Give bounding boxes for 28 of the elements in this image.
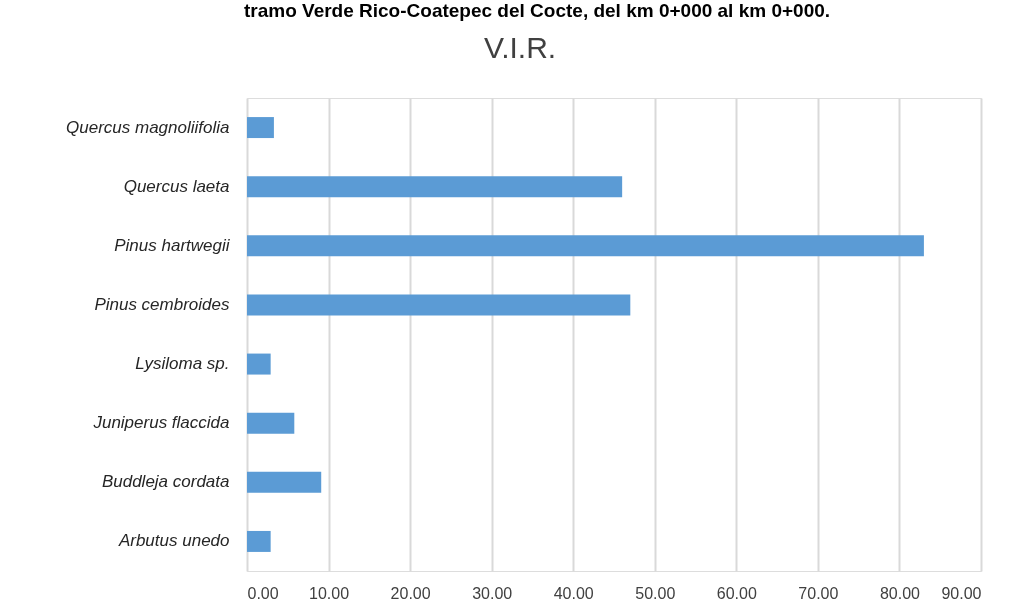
x-tick-label: 60.00 <box>716 584 757 602</box>
y-tick-label: Arbutus unedo <box>117 531 230 551</box>
text: tramo Verde Rico-Coatepec del Cocte, del km 0+000 al km 0+000. <box>243 0 831 21</box>
y-tick-label: Buddleja cordata <box>101 472 230 492</box>
bar <box>247 117 274 139</box>
x-tick-label: 40.00 <box>553 584 594 602</box>
bar <box>247 471 322 493</box>
x-tick-label: 20.00 <box>390 584 431 602</box>
x-tick-label: 80.00 <box>879 584 921 602</box>
x-tick-label: 90.00 <box>941 584 982 602</box>
y-tick-label: Lysiloma sp. <box>135 354 230 374</box>
bar <box>247 235 924 257</box>
bar <box>247 176 623 198</box>
y-tick-label: Quercus laeta <box>123 176 230 196</box>
bar <box>247 353 271 375</box>
x-tick-label: 70.00 <box>798 584 839 602</box>
bar <box>247 294 631 316</box>
bar <box>247 412 295 434</box>
chart-title: V.I.R. <box>483 31 557 64</box>
x-tick-label: 0.00 <box>247 584 279 602</box>
y-tick-label: Pinus hartwegii <box>114 235 231 255</box>
x-tick-label: 10.00 <box>309 584 350 602</box>
x-tick-label: 50.00 <box>635 584 676 602</box>
x-tick-label: 30.00 <box>472 584 513 602</box>
bar <box>247 530 271 552</box>
y-tick-label: Pinus cembroides <box>94 294 230 314</box>
y-tick-label: Juniperus flaccida <box>92 413 230 433</box>
y-tick-label: Quercus magnoliifolia <box>66 117 230 137</box>
